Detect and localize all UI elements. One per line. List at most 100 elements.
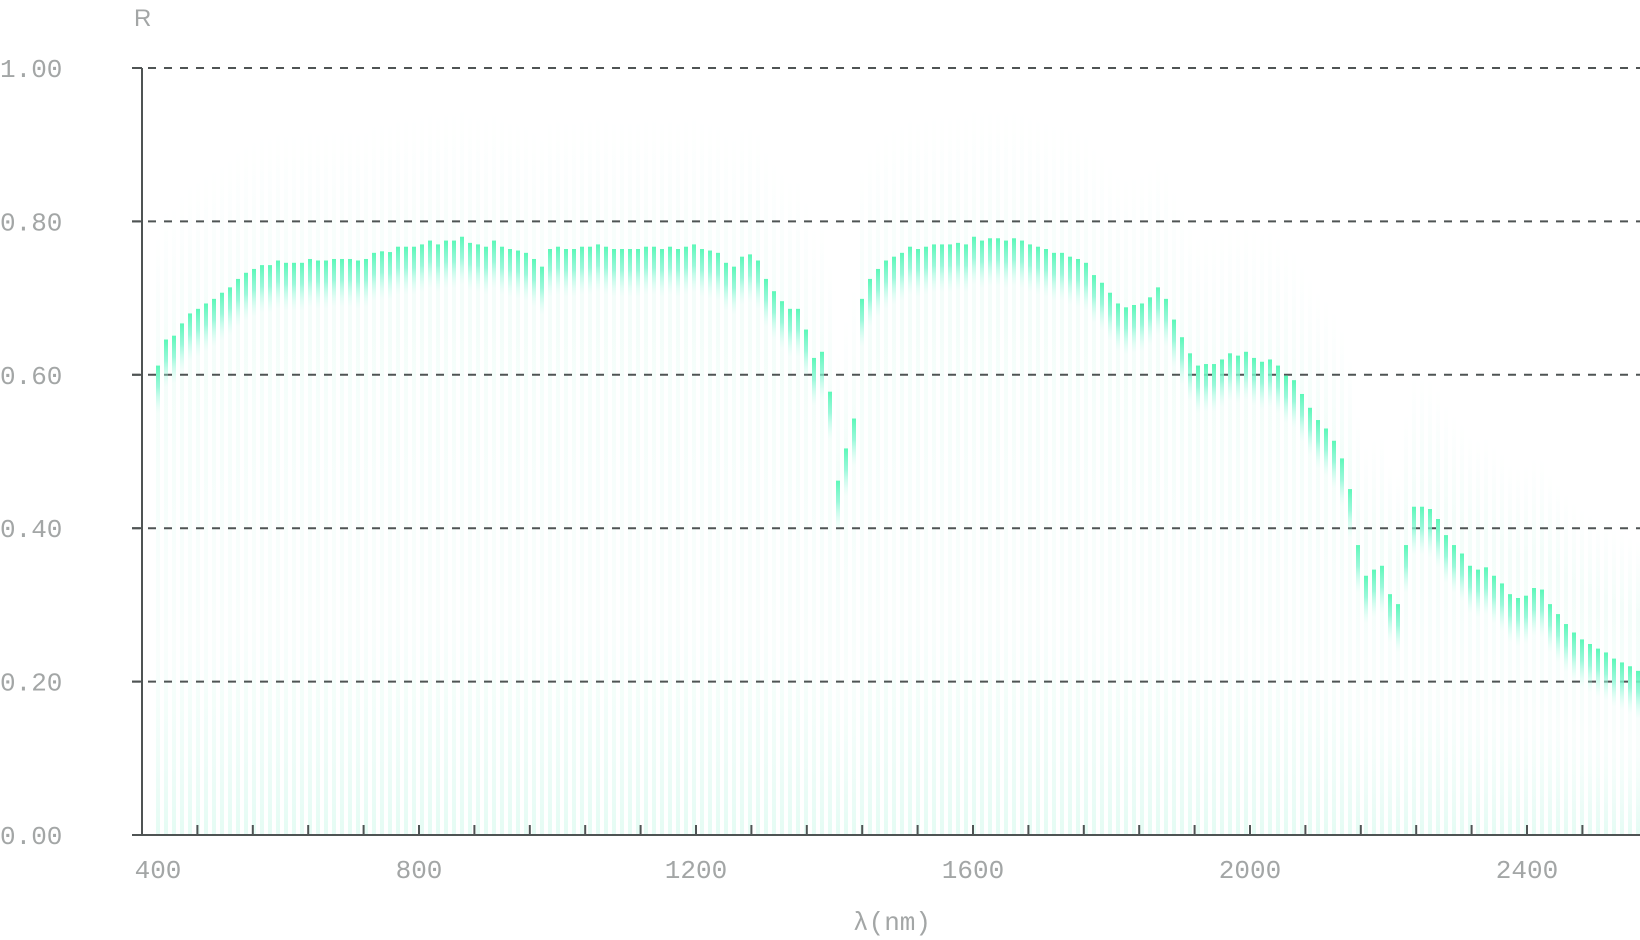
data-bar bbox=[452, 240, 456, 289]
data-bar bbox=[652, 246, 656, 295]
bar-envelope bbox=[1012, 107, 1016, 835]
data-bar bbox=[268, 265, 272, 314]
data-bar bbox=[828, 391, 832, 440]
data-bar bbox=[1220, 359, 1224, 408]
data-bar bbox=[1500, 583, 1504, 632]
bar-envelope bbox=[500, 116, 504, 836]
data-bar bbox=[1108, 292, 1112, 341]
data-bar bbox=[1164, 298, 1168, 347]
data-bar bbox=[596, 244, 600, 293]
data-bar bbox=[380, 251, 384, 300]
bar-envelope bbox=[1404, 414, 1408, 835]
bar-envelope bbox=[1116, 173, 1120, 836]
data-bar bbox=[524, 252, 528, 301]
data-bar bbox=[1604, 652, 1608, 701]
data-bar bbox=[1260, 361, 1264, 410]
bar-envelope bbox=[476, 114, 480, 835]
data-bar bbox=[892, 256, 896, 305]
bar-envelope bbox=[980, 110, 984, 835]
bar-envelope bbox=[1308, 277, 1312, 835]
bar-envelope bbox=[612, 118, 616, 835]
bar-envelope bbox=[1356, 414, 1360, 835]
bar-envelope bbox=[580, 116, 584, 836]
bar-envelope bbox=[540, 136, 544, 835]
bar-envelope bbox=[412, 116, 416, 836]
bar-envelope bbox=[1092, 144, 1096, 835]
data-bar bbox=[1020, 240, 1024, 289]
bar-envelope bbox=[1524, 465, 1528, 835]
y-tick-label: 0.40 bbox=[0, 515, 62, 545]
bar-envelope bbox=[772, 160, 776, 835]
data-bar bbox=[364, 258, 368, 307]
bar-envelope bbox=[284, 132, 288, 836]
data-bar bbox=[500, 246, 504, 295]
bar-envelope bbox=[1268, 229, 1272, 835]
bar-envelope bbox=[428, 110, 432, 835]
data-bar bbox=[948, 244, 952, 293]
data-bar bbox=[1244, 351, 1248, 400]
data-bar bbox=[908, 246, 912, 295]
data-bar bbox=[1012, 238, 1016, 287]
data-bar bbox=[164, 339, 168, 388]
data-bar bbox=[1444, 535, 1448, 584]
data-bar bbox=[612, 249, 616, 298]
data-bar bbox=[292, 262, 296, 311]
data-bar bbox=[564, 249, 568, 298]
bar-envelope bbox=[900, 122, 904, 835]
bar-envelope bbox=[188, 183, 192, 836]
bar-envelope bbox=[1364, 445, 1368, 835]
data-bar bbox=[1036, 246, 1040, 295]
data-bar bbox=[868, 278, 872, 327]
data-bar bbox=[492, 240, 496, 289]
data-bar bbox=[1492, 575, 1496, 624]
data-bar bbox=[212, 298, 216, 347]
bar-envelope bbox=[844, 318, 848, 835]
bar-envelope bbox=[300, 132, 304, 836]
data-bar bbox=[1524, 595, 1528, 644]
data-bar bbox=[836, 480, 840, 529]
bar-envelope bbox=[572, 118, 576, 835]
data-bar bbox=[876, 268, 880, 317]
bar-envelope bbox=[348, 128, 352, 835]
bar-envelope bbox=[1332, 310, 1336, 835]
data-bar bbox=[484, 246, 488, 295]
data-bar bbox=[404, 246, 408, 295]
x-axis-ticks: 400 800 1200 1600 2000 2400 bbox=[135, 825, 1584, 886]
data-bar bbox=[1268, 359, 1272, 408]
data-bar bbox=[236, 278, 240, 327]
bar-envelope bbox=[1292, 249, 1296, 836]
x-tick-label: 800 bbox=[396, 856, 443, 886]
bar-envelope bbox=[868, 148, 872, 835]
bar-envelope bbox=[268, 134, 272, 835]
bar-envelope bbox=[724, 132, 728, 836]
bar-envelope bbox=[948, 114, 952, 835]
bar-envelope bbox=[1028, 114, 1032, 835]
bar-envelope bbox=[1172, 189, 1176, 835]
data-bar bbox=[428, 240, 432, 289]
bar-envelope bbox=[1260, 231, 1264, 836]
data-bar bbox=[244, 272, 248, 321]
bar-envelope bbox=[1140, 173, 1144, 836]
data-bar bbox=[1388, 594, 1392, 643]
bar-envelope bbox=[436, 114, 440, 835]
bar-envelope bbox=[404, 116, 408, 836]
data-bar bbox=[1236, 355, 1240, 404]
bar-envelope bbox=[1156, 156, 1160, 836]
bar-envelope bbox=[244, 142, 248, 836]
data-bar bbox=[644, 246, 648, 295]
data-bar bbox=[476, 244, 480, 293]
y-axis-ticks: 0.00 0.20 0.40 0.60 0.80 1.00 bbox=[0, 55, 142, 852]
data-bar bbox=[316, 260, 320, 309]
data-bar bbox=[1300, 393, 1304, 442]
data-bar bbox=[932, 244, 936, 293]
bar-envelope bbox=[1052, 122, 1056, 835]
data-bar bbox=[180, 323, 184, 372]
bar-envelope bbox=[620, 118, 624, 835]
data-bar bbox=[420, 244, 424, 293]
data-bar bbox=[940, 244, 944, 293]
data-bar bbox=[604, 246, 608, 295]
data-bar bbox=[1092, 275, 1096, 324]
bar-envelope bbox=[1164, 168, 1168, 836]
x-axis-title: λ(nm) bbox=[853, 908, 931, 938]
bar-envelope bbox=[252, 138, 256, 836]
